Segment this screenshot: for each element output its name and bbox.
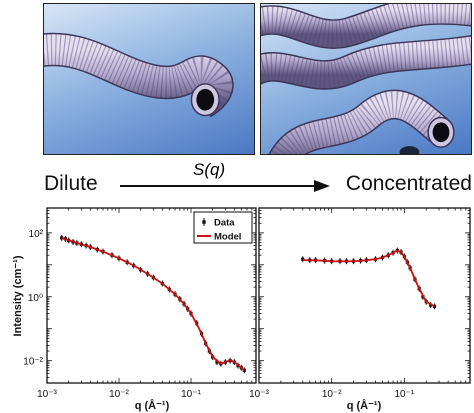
legend-entry-model: Model: [214, 232, 241, 243]
plot-frame: [258, 207, 471, 384]
y-tick-label: 10⁻²: [23, 357, 43, 368]
x-tick-label: 10⁻¹: [181, 389, 201, 400]
x-tick-label: 10⁻³: [37, 389, 57, 400]
concentrated-label: Concentrated: [345, 172, 472, 195]
transition-arrow: [120, 180, 330, 192]
x-tick-label: 10⁻¹: [394, 389, 414, 400]
concentrated-scattering-plot: 10⁻³ 10⁻² 10⁻¹: [249, 207, 471, 400]
legend-entry-data: Data: [214, 218, 235, 229]
concentrated-illustration: [260, 3, 472, 155]
dilute-label: Dilute: [44, 172, 98, 195]
data-point: [301, 257, 305, 261]
dilute-illustration: [43, 3, 255, 155]
data-point: [432, 304, 437, 308]
model-line: [302, 249, 435, 308]
single-tube-drawing: [44, 32, 234, 118]
y-tick-label: 10⁰: [28, 293, 43, 304]
structure-factor-label: S(q): [193, 160, 226, 179]
x-axis-label-dilute: q (Å⁻¹): [135, 399, 170, 412]
model-line: [61, 237, 245, 371]
dilute-scattering-plot: 10⁻³ 10⁻² 10⁻¹ 10⁻² 10⁰ 10² Data Model: [23, 207, 257, 400]
data-point: [60, 236, 64, 240]
legend-data-marker-dot: [202, 220, 206, 224]
x-axis-label-concentrated: q (Å⁻¹): [347, 399, 382, 412]
x-tick-label: 10⁻²: [322, 389, 342, 400]
x-tick-label: 10⁻³: [249, 389, 269, 400]
x-tick-label: 10⁻²: [109, 389, 129, 400]
data-point: [215, 360, 219, 364]
multi-tube-drawing: [261, 4, 471, 154]
legend-box: [193, 211, 253, 244]
y-tick-label: 10²: [29, 229, 44, 240]
sans-plots: 10⁻³ 10⁻² 10⁻¹ 10⁻² 10⁰ 10² Data Model 10⁻³ 10⁻²…: [12, 207, 471, 412]
y-axis-label: Intensity (cm⁻¹): [12, 255, 24, 336]
